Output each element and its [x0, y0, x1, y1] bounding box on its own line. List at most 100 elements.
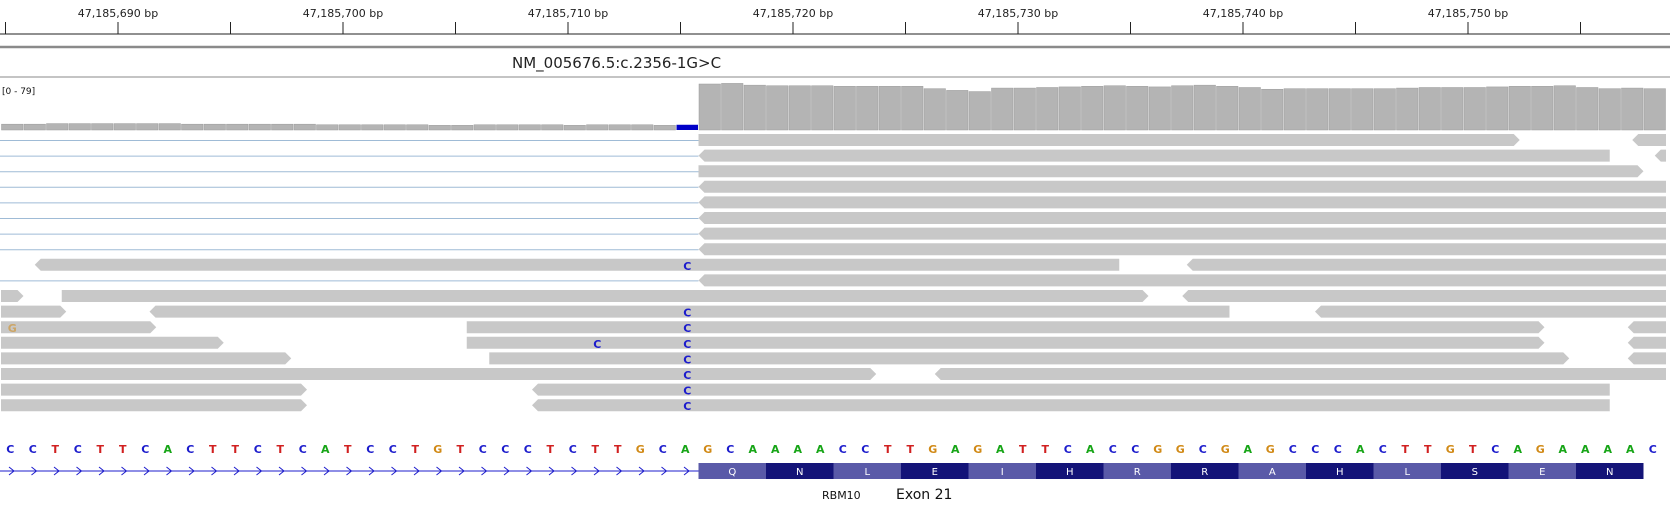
coverage-bar: [136, 123, 159, 131]
exon-codon[interactable]: [1306, 463, 1374, 479]
read-alignment[interactable]: [532, 399, 1610, 412]
strand-arrow: [638, 466, 645, 476]
read-alignment[interactable]: [698, 227, 1667, 240]
reference-base: T: [456, 443, 464, 456]
read-alignment[interactable]: [1627, 352, 1666, 365]
coverage-bar: [271, 123, 294, 131]
read-alignment[interactable]: [1, 305, 67, 318]
read-alignment[interactable]: [1, 368, 877, 380]
exon-codon[interactable]: [1171, 463, 1239, 479]
read-alignment[interactable]: [532, 383, 1610, 396]
exon-label: Exon 21: [896, 487, 952, 503]
read-alignment[interactable]: [1, 383, 307, 396]
exon-codon[interactable]: [833, 463, 902, 479]
exon-codon[interactable]: [1238, 463, 1307, 479]
reference-base: T: [344, 443, 352, 456]
ruler-tick-label: 47,185,740 bp: [1203, 7, 1283, 20]
coverage-bar: [1328, 88, 1351, 131]
read-alignment[interactable]: [1315, 305, 1666, 318]
coverage-bar: [1306, 88, 1329, 131]
coverage-bar: [1261, 88, 1284, 131]
strand-arrow: [413, 466, 420, 476]
read-alignment[interactable]: [934, 368, 1666, 380]
coverage-bar: [181, 123, 204, 131]
read-alignment[interactable]: [1, 352, 292, 365]
reference-base: C: [839, 443, 847, 456]
reference-base: A: [163, 443, 172, 456]
exon-codon[interactable]: [698, 463, 767, 479]
mismatch-base: C: [683, 400, 691, 413]
coverage-bar: [361, 124, 384, 131]
read-alignment[interactable]: [61, 290, 1149, 302]
exon-codon[interactable]: [1576, 463, 1644, 479]
read-alignment[interactable]: [34, 258, 1120, 271]
reference-base: A: [816, 443, 825, 456]
read-alignment[interactable]: [698, 134, 1520, 146]
reference-base: G: [1221, 443, 1230, 456]
strand-arrow: [436, 466, 443, 476]
reference-base: A: [1086, 443, 1095, 456]
read-alignment[interactable]: [1, 321, 157, 334]
exon-codon[interactable]: [1103, 463, 1172, 479]
reference-base: C: [1289, 443, 1297, 456]
read-alignment[interactable]: [698, 212, 1667, 224]
read-alignment[interactable]: [1, 336, 224, 349]
strand-arrow: [211, 466, 218, 476]
mismatch-base: G: [8, 322, 17, 335]
exon-codon[interactable]: [1373, 463, 1442, 479]
reference-base: A: [951, 443, 960, 456]
mismatch-base: C: [683, 369, 691, 382]
read-alignment[interactable]: [1627, 336, 1666, 349]
read-alignment[interactable]: [698, 196, 1667, 209]
exon-codon[interactable]: [901, 463, 969, 479]
reference-base: A: [1603, 443, 1612, 456]
read-alignment[interactable]: [489, 352, 1570, 365]
read-alignment[interactable]: [466, 321, 1545, 334]
coverage-bar: [1351, 88, 1374, 131]
coverage-bar: [698, 83, 721, 131]
read-alignment[interactable]: [1182, 290, 1666, 302]
reference-base: C: [74, 443, 82, 456]
reference-base: T: [119, 443, 127, 456]
read-alignment[interactable]: [1, 290, 24, 302]
coverage-bar: [91, 123, 114, 131]
read-alignment[interactable]: [1186, 258, 1666, 271]
exon-codon[interactable]: [1508, 463, 1577, 479]
read-alignment[interactable]: [149, 305, 1230, 318]
read-alignment[interactable]: [698, 165, 1644, 178]
ruler-tick-label: 47,185,730 bp: [978, 7, 1058, 20]
coverage-bar: [226, 123, 249, 131]
read-alignment[interactable]: [1627, 321, 1666, 334]
read-alignment[interactable]: [698, 243, 1667, 256]
reference-base: C: [1064, 443, 1072, 456]
exon-codon[interactable]: [1036, 463, 1104, 479]
reference-base: A: [793, 443, 802, 456]
read-alignment[interactable]: [698, 180, 1667, 193]
reference-base: C: [569, 443, 577, 456]
coverage-bar: [991, 87, 1014, 131]
gene-track[interactable]: RBM10 Exon 21 Q N L E I H R R A H L S E N: [0, 463, 1644, 503]
coverage-range-label: [0 - 79]: [2, 87, 35, 97]
coverage-track[interactable]: [0 - 79]: [1, 83, 1666, 131]
read-alignment[interactable]: [1, 399, 307, 412]
mismatch-base: C: [683, 338, 691, 351]
exon-codon[interactable]: [1441, 463, 1509, 479]
amino-acid-label: S: [1472, 467, 1478, 478]
coverage-bar: [766, 85, 789, 131]
strand-arrow: [323, 466, 330, 476]
strand-arrow: [391, 466, 398, 476]
coverage-bar: [631, 124, 654, 131]
read-alignment[interactable]: [1654, 149, 1666, 162]
exon-codon[interactable]: [968, 463, 1037, 479]
reference-base: G: [928, 443, 937, 456]
read-alignment[interactable]: [698, 149, 1610, 162]
read-alignment[interactable]: [466, 336, 1545, 349]
position-ruler[interactable]: 47,185,690 bp 47,185,700 bp 47,185,710 bp 4…: [0, 7, 1670, 35]
amino-acid-label: R: [1201, 467, 1208, 478]
read-alignment[interactable]: [1632, 134, 1666, 146]
coverage-bar: [383, 124, 406, 131]
exon-codon[interactable]: [766, 463, 834, 479]
reference-base: T: [411, 443, 419, 456]
read-alignment[interactable]: [698, 274, 1667, 287]
